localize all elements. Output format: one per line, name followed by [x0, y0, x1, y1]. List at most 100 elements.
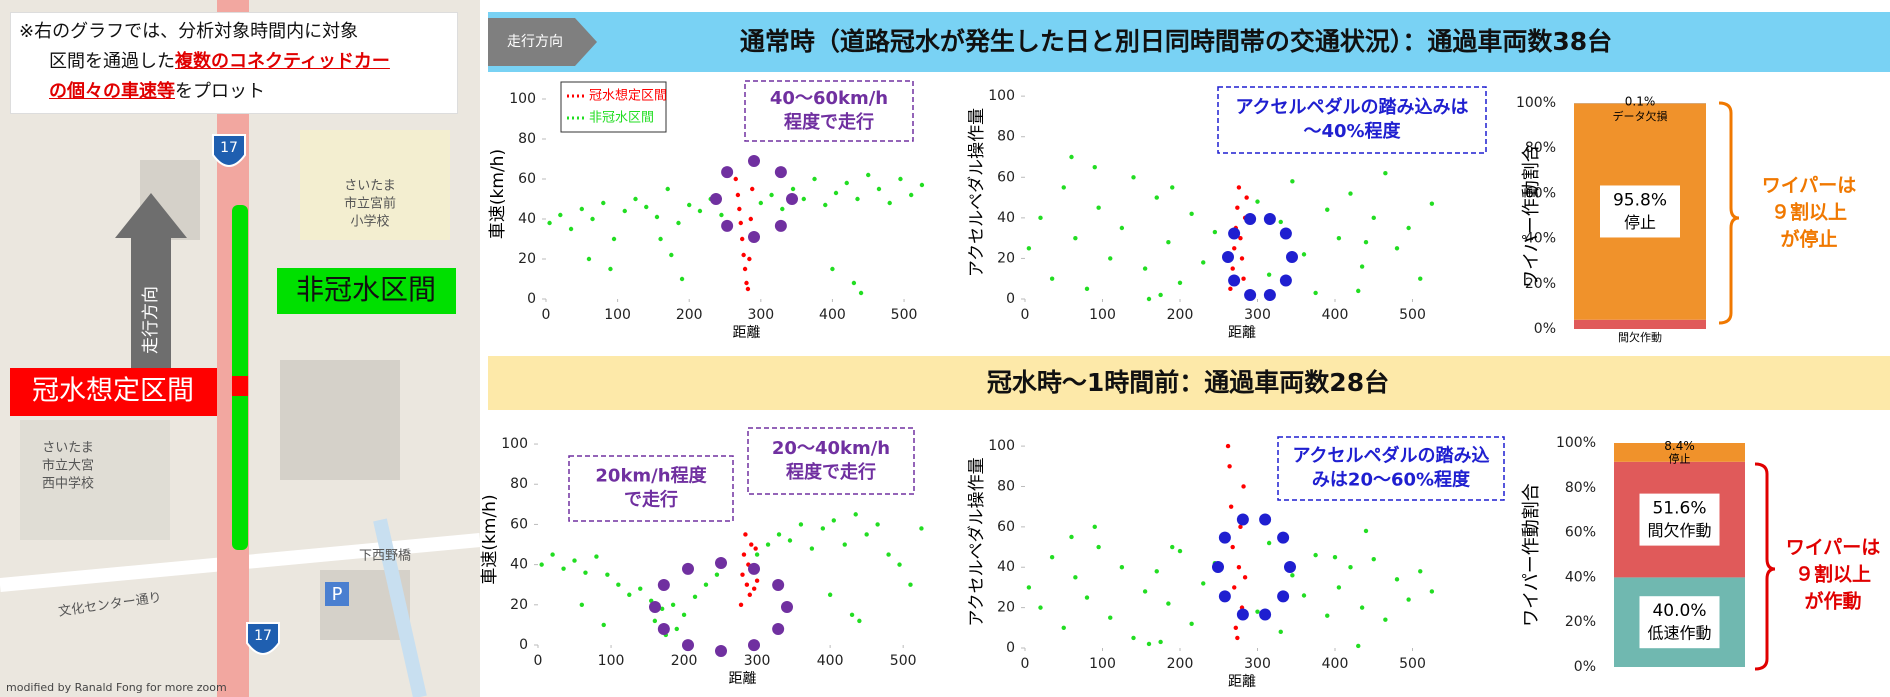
legend-label: 冠水想定区間	[589, 88, 667, 104]
x-tick-label: 200	[671, 653, 698, 669]
scatter-point	[737, 207, 741, 211]
scatter-point	[749, 217, 753, 221]
scatter-point	[561, 566, 565, 570]
highlight-dot	[1259, 609, 1271, 621]
scatter-point	[1120, 565, 1124, 569]
scatter-point	[1166, 240, 1170, 244]
scatter-point	[655, 215, 659, 219]
place-label: 下西野橋	[359, 549, 411, 564]
scatter-point	[752, 587, 756, 591]
scatter-point	[810, 546, 814, 550]
y-tick-label: 60	[518, 171, 536, 187]
value-label: 51.6%	[1652, 499, 1706, 519]
highlight-dot	[682, 639, 694, 651]
y-tick-label: 40%	[1565, 569, 1596, 585]
highlight-dot	[1277, 590, 1289, 602]
y-tick-label: 40	[997, 210, 1015, 226]
scatter-point	[845, 181, 849, 185]
scatter-point	[1364, 529, 1368, 533]
x-tick-label: 100	[598, 653, 625, 669]
scatter-point	[1226, 444, 1230, 448]
scatter-point	[1050, 555, 1054, 559]
scatter-point	[739, 603, 743, 607]
scatter-point	[1085, 287, 1089, 291]
annotation-text: 40～60km/h	[770, 88, 888, 109]
scatter-point	[1360, 605, 1364, 609]
x-tick-label: 300	[1244, 656, 1271, 672]
y-axis-label: アクセルペダル操作量	[967, 108, 987, 277]
y-tick-label: 80	[997, 478, 1015, 494]
scatter-point	[572, 558, 576, 562]
x-tick-label: 400	[817, 653, 844, 669]
x-tick-label: 100	[604, 307, 631, 323]
scatter-point	[1201, 260, 1205, 264]
scatter-point	[850, 613, 854, 617]
scatter-point	[1232, 585, 1236, 589]
y-tick-label: 40	[510, 557, 528, 573]
scatter-point	[834, 191, 838, 195]
scatter-point	[1279, 220, 1283, 224]
scatter-point	[1229, 504, 1233, 508]
x-tick-label: 400	[819, 307, 846, 323]
scatter-point	[1313, 553, 1317, 557]
route-number: 17	[254, 628, 272, 644]
scatter-point	[877, 187, 881, 191]
scatter-point	[1234, 626, 1238, 630]
scatter-point	[1313, 291, 1317, 295]
x-tick-label: 500	[890, 653, 917, 669]
dry-label: 非冠水区間	[296, 273, 436, 306]
scatter-point	[666, 187, 670, 191]
x-tick-label: 100	[1089, 656, 1116, 672]
scatter-point	[812, 177, 816, 181]
scatter-point	[1255, 609, 1259, 613]
scatter-point	[866, 173, 870, 177]
scatter-point	[1178, 549, 1182, 553]
scatter-point	[1395, 246, 1399, 250]
scatter-point	[671, 603, 675, 607]
x-tick-label: 200	[1167, 656, 1194, 672]
annotation-text: みは20～60%程度	[1312, 469, 1471, 491]
scatter-point	[859, 291, 863, 295]
scatter-point	[601, 201, 605, 205]
scatter-point	[704, 583, 708, 587]
scatter-point	[1027, 246, 1031, 250]
x-axis-label: 距離	[1228, 324, 1256, 341]
scatter-point	[676, 221, 680, 225]
scatter-point	[1360, 264, 1364, 268]
scatter-point	[857, 619, 861, 623]
segment-label: 停止	[1624, 213, 1656, 232]
x-tick-label: 300	[744, 653, 771, 669]
highlight-dot	[772, 623, 784, 635]
scatter-point	[1364, 240, 1368, 244]
highlight-dot	[1286, 251, 1298, 263]
highlight-dot	[1284, 561, 1296, 573]
y-tick-label: 60%	[1565, 525, 1596, 541]
highlight-dot	[721, 220, 733, 232]
highlight-dot	[772, 579, 784, 591]
scatter-point	[908, 583, 912, 587]
x-tick-label: 200	[1167, 307, 1194, 323]
scatter-point	[1038, 605, 1042, 609]
y-tick-label: 100	[988, 438, 1015, 454]
scatter-point	[788, 538, 792, 542]
scatter-point	[1227, 464, 1231, 468]
y-tick-label: 20	[997, 600, 1015, 616]
scatter-point	[740, 572, 744, 576]
scatter-point	[1147, 297, 1151, 301]
note-line: の個々の車速等をプロット	[19, 77, 449, 107]
annotation-text: 程度で走行	[784, 111, 874, 133]
scatter-point	[1235, 636, 1239, 640]
highlight-dot	[1280, 227, 1292, 239]
highlight-dot	[721, 166, 733, 178]
scatter-point	[1147, 642, 1151, 646]
scatter-point	[633, 197, 637, 201]
scatter-point	[1069, 155, 1073, 159]
scatter-point	[1372, 557, 1376, 561]
scatter-point	[1237, 565, 1241, 569]
scatter-point	[1383, 171, 1387, 175]
highlight-dot	[1244, 213, 1256, 225]
scatter-point	[750, 187, 754, 191]
x-tick-label: 300	[1244, 307, 1271, 323]
scatter-point	[1356, 644, 1360, 648]
scatter-point	[590, 217, 594, 221]
